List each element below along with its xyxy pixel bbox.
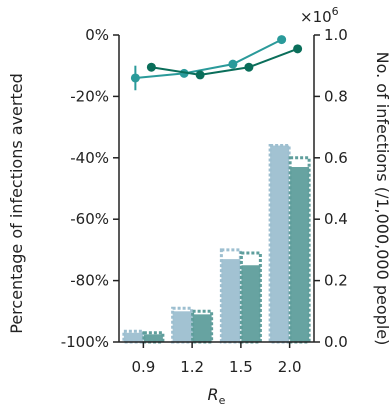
series-point [195,70,205,80]
bar [192,314,212,342]
x-tick-label: 1.2 [180,358,204,376]
right-tick-label: 0.6 [324,149,348,167]
right-axis-label: No. of infections (/1,000,000 people) [373,52,392,346]
series-line [135,38,283,79]
left-tick-label: -80% [70,272,109,290]
left-tick-label: 0% [85,26,109,44]
series-point [130,73,140,83]
series-line [151,47,298,76]
right-tick-label: 0.8 [324,87,348,105]
right-tick-label: 1.0 [324,26,348,44]
right-tick-label: 0.2 [324,272,348,290]
left-tick-label: -60% [70,210,109,228]
series-point [146,62,156,72]
bar [143,334,163,342]
series-point [277,35,287,45]
series-point [244,62,254,72]
left-tick-label: -100% [61,333,109,351]
lines-group [130,35,303,91]
right-tick-label: 0.0 [324,333,348,351]
right-tick-label: 0.4 [324,210,348,228]
series-point [293,44,303,54]
left-tick-label: -40% [70,149,109,167]
bar [270,145,290,342]
left-tick-label: -20% [70,87,109,105]
bars-group [122,144,311,344]
left-axis-label: Percentage of infections averted [7,73,26,334]
labels-group: 0% -20% -40% -60% -80% -100% 0.0 0.2 0.4 0.6 0.8 1.… [7,5,392,407]
x-tick-label: 0.9 [131,358,155,376]
series-point [228,59,238,69]
bar [172,311,192,342]
axes-group [113,34,320,348]
x-axis-label: Re [208,385,226,407]
bar [123,332,143,342]
bar [290,167,310,342]
x-tick-label: 2.0 [278,358,302,376]
bar [241,265,261,342]
bar [221,259,241,342]
x-tick-label: 1.5 [229,358,253,376]
right-axis-multiplier: ×106 [300,5,339,26]
